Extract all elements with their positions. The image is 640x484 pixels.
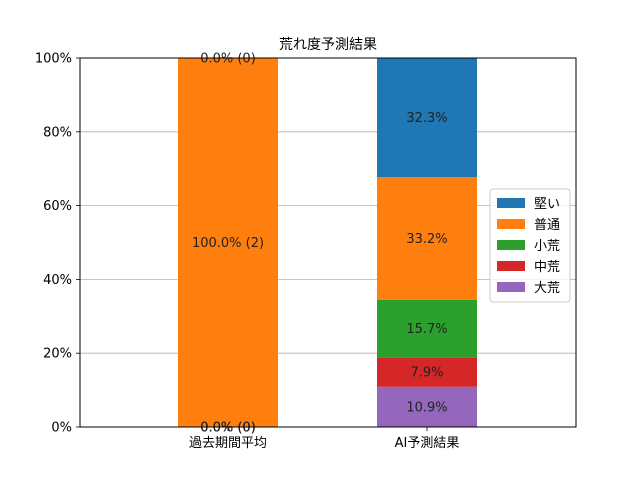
- bar-labels: 0.0% (0)0.0% (0)0.0% (0)100.0% (2)0.0% (…: [192, 52, 448, 436]
- y-tick-label: 100%: [35, 52, 72, 67]
- bars: [178, 58, 477, 427]
- legend-swatch: [497, 240, 525, 250]
- y-tick-label: 0%: [51, 421, 72, 436]
- x-tick-label: AI予測結果: [395, 436, 460, 451]
- legend-swatch: [497, 198, 525, 208]
- legend-swatch: [497, 219, 525, 229]
- bar-value-label: 100.0% (2): [192, 236, 264, 251]
- legend-frame: [489, 188, 571, 303]
- bar-segment: [377, 357, 477, 387]
- legend-swatch: [497, 282, 525, 292]
- x-tick-label: 過去期間平均: [189, 436, 267, 451]
- bar-value-label: 32.3%: [406, 111, 447, 126]
- plot-frame: [79, 57, 577, 428]
- bar-value-label: 15.7%: [406, 322, 447, 337]
- y-axis: 0% 20% 40% 60% 80% 100%: [35, 52, 80, 436]
- legend-swatch: [497, 261, 525, 271]
- legend-label: 堅い: [534, 197, 560, 212]
- bar-value-label: 33.2%: [406, 232, 447, 247]
- y-tick-label: 60%: [43, 199, 72, 214]
- bar-segment: [377, 58, 477, 178]
- legend-label: 小荒: [534, 239, 560, 254]
- bar-segment: [178, 58, 278, 427]
- y-tick-label: 80%: [43, 125, 72, 140]
- y-tick-label: 20%: [43, 347, 72, 362]
- bar-value-label: 0.0% (0): [200, 52, 256, 67]
- legend-label: 中荒: [534, 260, 560, 275]
- bar-value-label: 10.9%: [406, 400, 447, 415]
- y-tick-label: 40%: [43, 273, 72, 288]
- legend-label: 普通: [534, 218, 560, 233]
- legend-label: 大荒: [534, 281, 560, 296]
- bar-segment: [377, 177, 477, 300]
- bar-value-label: 7.9%: [410, 366, 443, 381]
- chart-title: 荒れ度予測結果: [279, 37, 377, 53]
- bar-segment: [377, 386, 477, 427]
- x-axis: 過去期間平均 AI予測結果: [189, 427, 459, 451]
- bar-segment: [377, 299, 477, 358]
